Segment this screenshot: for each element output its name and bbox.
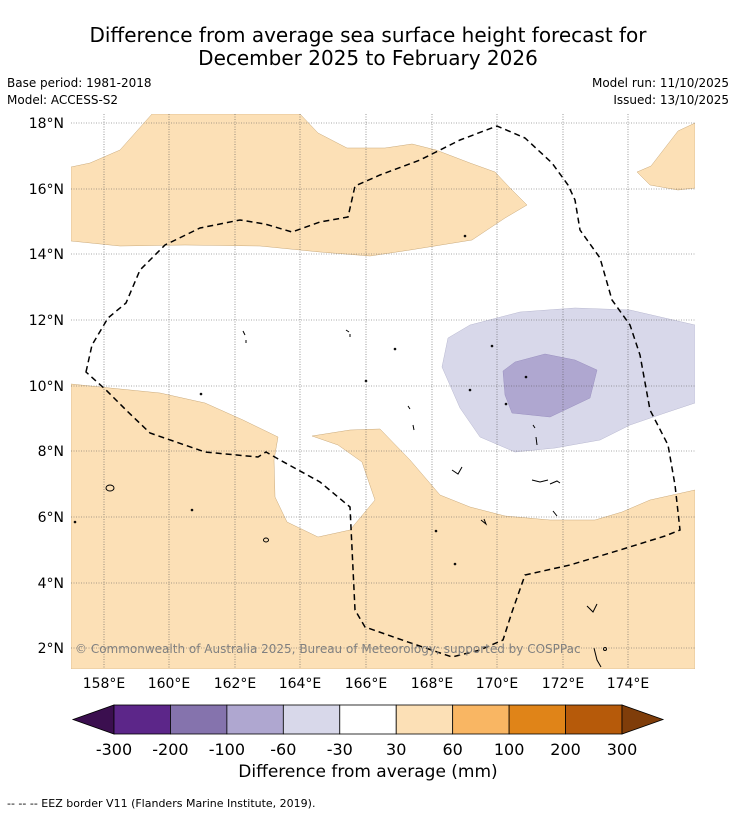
longitude-label: 166°E [345, 676, 388, 692]
colorbar-tick-label: -200 [152, 740, 189, 759]
longitude-label: 172°E [542, 676, 585, 692]
colorbar-bin [339, 704, 397, 735]
island-marker [463, 234, 467, 238]
island-marker [393, 347, 397, 351]
colorbar-tick-label: 300 [606, 740, 638, 759]
map-area: © Commonwealth of Australia 2025, Bureau… [71, 114, 695, 669]
colorbar-tick-label: 100 [493, 740, 525, 759]
model-name: Model: ACCESS-S2 [7, 93, 119, 107]
island-marker [468, 388, 472, 392]
title-line-1: Difference from average sea surface heig… [89, 23, 647, 47]
island-marker [593, 647, 602, 668]
longitude-label: 174°E [607, 676, 650, 692]
colorbar-tick-label: -300 [95, 740, 133, 759]
longitude-label: 160°E [148, 676, 191, 692]
island-marker [434, 529, 438, 533]
island-outlines [73, 234, 607, 668]
island-marker [552, 510, 558, 517]
latitude-label: 16°N [29, 182, 64, 198]
island-marker [480, 518, 488, 526]
latitude-label: 14°N [29, 247, 64, 263]
island-marker [504, 402, 508, 406]
colorbar-bin [508, 704, 566, 735]
colorbar-extend-low [71, 704, 115, 735]
latitude-label: 4°N [38, 576, 64, 592]
colorbar-extend-high [621, 704, 665, 735]
island-marker [190, 508, 194, 512]
latitude-labels: 18°N 16°N 14°N 12°N 10°N 8°N 6°N 4°N 2°N [29, 116, 64, 657]
colorbar-tick-label: -100 [208, 740, 246, 759]
colorbar-bin [565, 704, 623, 735]
colorbar-bin [113, 704, 171, 735]
anomaly-region-south-positive [71, 383, 695, 669]
copyright-text: © Commonwealth of Australia 2025, Bureau… [75, 642, 581, 656]
latitude-label: 2°N [38, 641, 64, 657]
latitude-label: 10°N [29, 379, 64, 395]
latitude-label: 8°N [38, 444, 64, 460]
model-run-date: Model run: 11/10/2025 [591, 76, 729, 90]
colorbar-bin [226, 704, 284, 735]
colorbar-bin [395, 704, 454, 735]
island-marker [532, 424, 538, 446]
longitude-label: 162°E [214, 676, 257, 692]
colorbar-tick-label: 60 [442, 740, 463, 759]
gridlines [71, 114, 695, 669]
title-line-2: December 2025 to February 2026 [198, 46, 538, 70]
longitude-labels: 158°E 160°E 162°E 164°E 166°E 168°E 170°E 172°E… [83, 676, 650, 692]
issued-date: Issued: 13/10/2025 [613, 93, 729, 107]
colorbar-bin [452, 704, 510, 735]
latitude-label: 12°N [29, 313, 64, 329]
colorbar-title: Difference from average (mm) [238, 762, 498, 782]
colorbar-tick-label: 30 [386, 740, 407, 759]
eez-border [85, 125, 681, 658]
longitude-label: 170°E [476, 676, 519, 692]
island-marker [451, 466, 463, 475]
colorbar-tick-label: -60 [270, 740, 297, 759]
island-marker [407, 405, 415, 431]
colorbar [71, 704, 665, 735]
longitude-label: 158°E [83, 676, 126, 692]
island-marker [263, 537, 269, 543]
island-marker [105, 484, 115, 492]
anomaly-region-east-negative-60-100 [502, 353, 598, 418]
colorbar-bin [170, 704, 228, 735]
island-marker [345, 329, 351, 337]
base-period: Base period: 1981-2018 [7, 76, 152, 90]
latitude-label: 18°N [29, 116, 64, 132]
anomaly-region-northeast-positive [636, 122, 695, 191]
island-marker [531, 479, 561, 485]
longitude-label: 168°E [411, 676, 454, 692]
latitude-label: 6°N [38, 510, 64, 526]
colorbar-tick-label: -30 [326, 740, 353, 759]
island-marker [603, 647, 607, 651]
island-marker [524, 375, 528, 379]
eez-legend: -- -- -- EEZ border V11 (Flanders Marine… [7, 797, 316, 810]
island-marker [586, 603, 598, 613]
island-marker [199, 392, 203, 396]
anomaly-region-north-positive [71, 114, 528, 257]
longitude-label: 164°E [279, 676, 322, 692]
island-marker [73, 520, 77, 524]
island-marker [242, 330, 247, 343]
colorbar-tick-label: 200 [550, 740, 581, 759]
island-marker [490, 344, 494, 348]
colorbar-bin [282, 704, 341, 735]
island-marker [453, 562, 457, 566]
